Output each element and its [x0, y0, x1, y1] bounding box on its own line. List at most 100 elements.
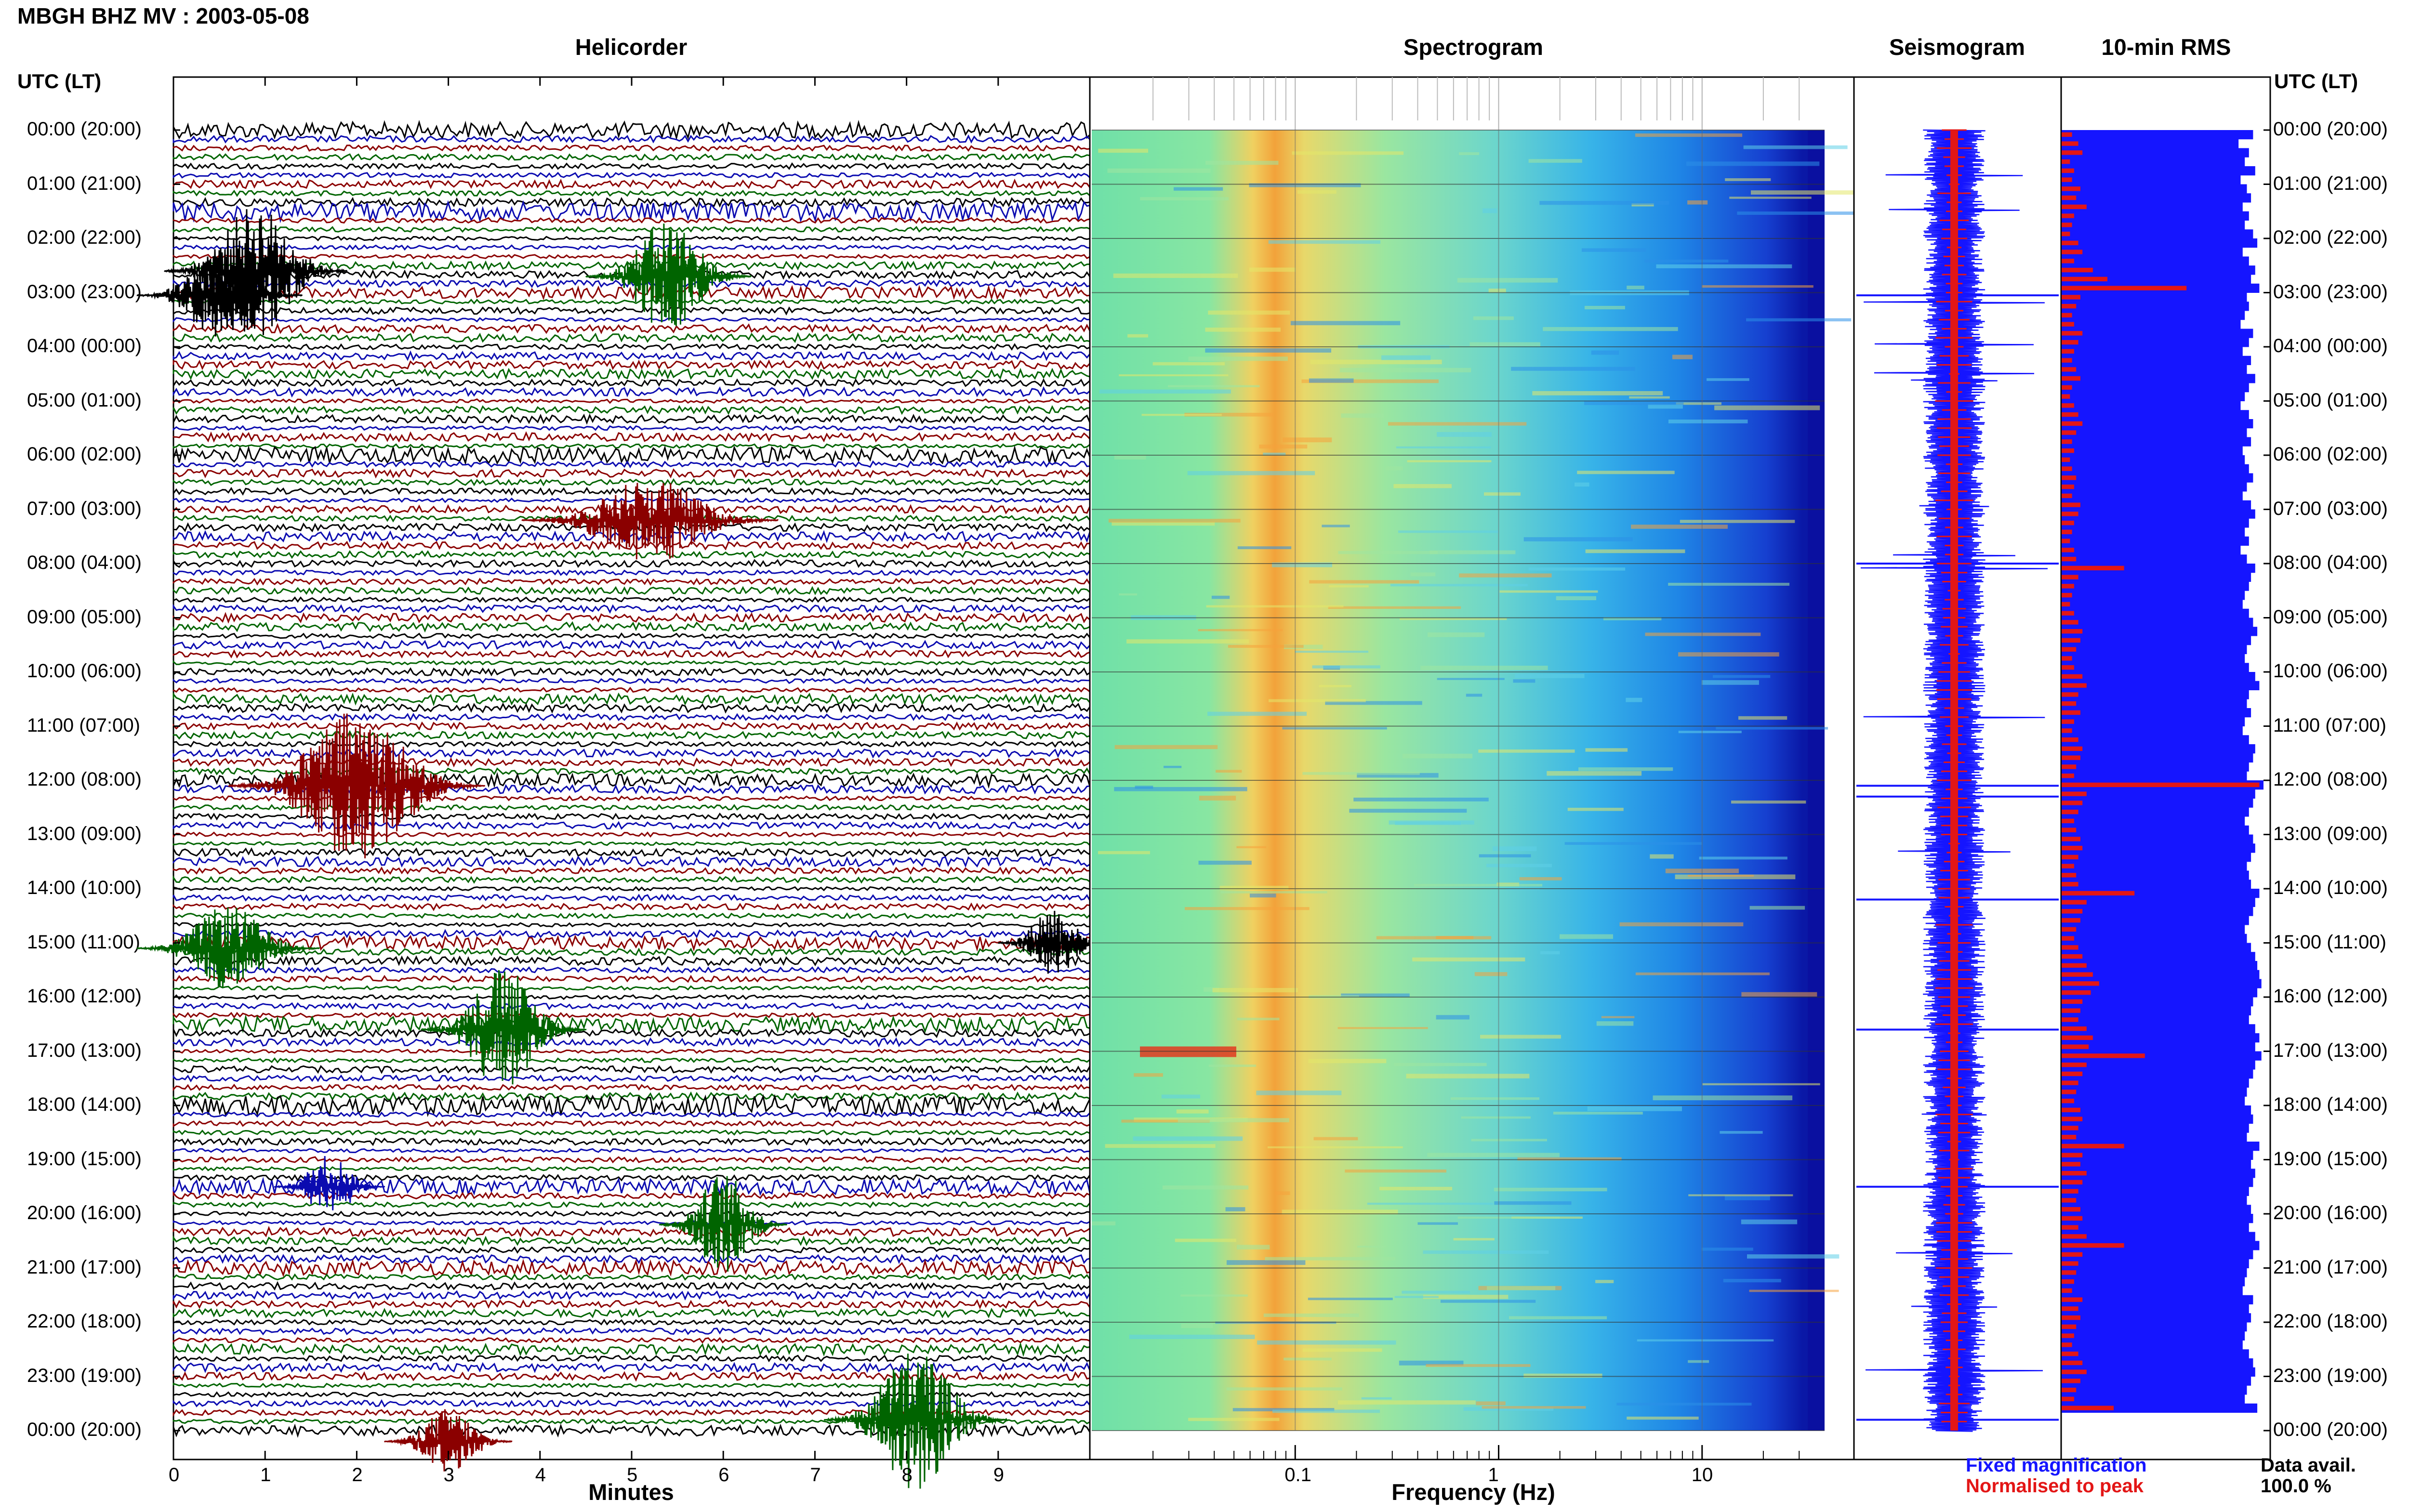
- rms-normalised-bar: [2062, 376, 2080, 381]
- helicorder-trace: [172, 632, 1091, 639]
- spectrogram-streak: [1738, 716, 1787, 720]
- spectrogram-streak: [1686, 161, 1820, 166]
- rms-normalised-bar: [2062, 493, 2072, 499]
- rms-normalised-bar: [2062, 223, 2072, 227]
- helicorder-trace: [172, 712, 1090, 722]
- rms-fixed-bar: [2062, 545, 2241, 555]
- spectrogram-streak: [1265, 1257, 1395, 1261]
- rms-normalised-bar: [2062, 602, 2070, 607]
- rms-normalised-bar: [2062, 891, 2135, 896]
- helicorder-trace: [172, 677, 1090, 684]
- rms-fixed-bar: [2062, 1286, 2243, 1296]
- rms-fixed-bar: [2062, 229, 2253, 239]
- spectrogram-streak: [1237, 1017, 1280, 1021]
- spectrogram-streak: [1626, 697, 1642, 702]
- rms-normalised-bar: [2062, 927, 2077, 932]
- rms-normalised-bar: [2062, 475, 2077, 480]
- spectrogram-streak: [1459, 152, 1480, 156]
- rms-fixed-bar: [2062, 880, 2251, 889]
- plot-title: MBGH BHZ MV : 2003-05-08: [17, 3, 309, 28]
- spectrogram-streak: [1188, 1418, 1280, 1421]
- spectrogram-streak: [1133, 1136, 1243, 1141]
- rms-fixed-bar: [2062, 527, 2245, 537]
- spectrogram-streak: [1644, 259, 1729, 263]
- spectrogram-streak: [1648, 404, 1683, 409]
- spectrogram-streak: [1112, 522, 1215, 526]
- rms-normalised-bar: [2062, 828, 2077, 832]
- rms-normalised-bar: [2062, 466, 2072, 471]
- helicorder-event-6: [136, 907, 320, 987]
- spectrogram-streak: [1309, 378, 1354, 383]
- rms-fixed-bar: [2062, 256, 2249, 266]
- helicorder-trace: [172, 1258, 1090, 1277]
- spectrogram-streak: [1127, 334, 1149, 338]
- spectrogram-streak: [1480, 1035, 1561, 1039]
- time-axis-label-right: UTC (LT): [2274, 70, 2358, 92]
- spectrogram-streak: [1119, 593, 1138, 596]
- rms-normalised-bar: [2062, 340, 2078, 345]
- helicorder-trace: [172, 425, 1090, 431]
- rms-fixed-bar: [2062, 130, 2253, 140]
- spectrogram-streak: [1716, 727, 1828, 730]
- helicorder-event-11: [164, 209, 348, 335]
- helicorder-trace: [172, 1111, 1091, 1118]
- time-label-r-15: 15:00 (11:00): [2273, 931, 2386, 953]
- rms-normalised-bar: [2062, 150, 2083, 155]
- rms-normalised-bar: [2062, 954, 2083, 959]
- spectrogram-streak: [1319, 685, 1351, 687]
- spectrogram-streak: [1353, 797, 1489, 802]
- rms-normalised-bar: [2062, 565, 2124, 571]
- helicorder-trace: [172, 1289, 1091, 1301]
- spectrogram-streak: [1208, 310, 1290, 315]
- helicorder-trace: [172, 1235, 1090, 1247]
- spectrogram-streak: [1515, 674, 1585, 678]
- seismogram-title: Seismogram: [1889, 34, 2025, 60]
- time-label-r-20: 20:00 (16:00): [2273, 1202, 2388, 1223]
- spectrogram-streak: [1325, 701, 1422, 705]
- spectrogram-streak: [1162, 1185, 1249, 1190]
- rms-normalised-bar: [2062, 1234, 2087, 1239]
- helicorder-trace: [172, 955, 1090, 967]
- rms-fixed-bar: [2062, 1232, 2255, 1241]
- rms-normalised-bar: [2062, 710, 2080, 715]
- rms-normalised-bar: [2062, 204, 2087, 210]
- spectrogram-streak: [1473, 316, 1514, 320]
- rms-fixed-bar: [2062, 1096, 2245, 1106]
- spectrogram-streak: [1188, 356, 1288, 361]
- time-label-r-23: 23:00 (19:00): [2273, 1365, 2388, 1386]
- helicorder-trace: [172, 217, 1090, 224]
- rms-normalised-bar: [2062, 1044, 2089, 1049]
- spectrogram-streak: [1499, 590, 1598, 593]
- helicorder-trace: [172, 197, 1090, 208]
- rms-fixed-bar: [2062, 1159, 2251, 1169]
- rms-fixed-bar: [2062, 1150, 2253, 1160]
- rms-normalised-bar: [2062, 1117, 2083, 1121]
- spectrogram-streak: [1283, 437, 1332, 443]
- rms-normalised-bar: [2062, 665, 2074, 670]
- rms-fixed-bar: [2062, 1214, 2253, 1223]
- rms-normalised-bar: [2062, 845, 2083, 851]
- rms-fixed-bar: [2062, 193, 2251, 203]
- rms-fixed-bar: [2062, 410, 2249, 420]
- rms-fixed-bar: [2062, 1042, 2255, 1052]
- rms-normalised-bar: [2062, 548, 2074, 552]
- rms-normalised-bar: [2062, 303, 2077, 309]
- spectrogram-streak: [1746, 318, 1852, 322]
- rms-fixed-bar: [2062, 1105, 2251, 1115]
- rms-fixed-bar: [2062, 762, 2249, 772]
- rms-fixed-bar: [2062, 437, 2251, 447]
- spectrogram-streak: [1466, 694, 1482, 697]
- spectrogram-streak: [1702, 1083, 1820, 1086]
- spectrogram-streak: [1407, 460, 1492, 462]
- rms-fixed-bar: [2062, 618, 2253, 627]
- spectrogram-streak: [1228, 644, 1304, 648]
- spectrogram-streak: [1349, 809, 1467, 813]
- rms-normalised-bar: [2062, 728, 2072, 733]
- rms-fixed-bar: [2062, 690, 2249, 699]
- rms-normalised-bar: [2062, 556, 2077, 562]
- rms-fixed-bar: [2062, 825, 2249, 835]
- spectrogram-streak: [1509, 1316, 1607, 1319]
- rms-fixed-bar: [2062, 482, 2247, 492]
- spectrogram-streak: [1517, 1157, 1622, 1161]
- spectrogram-streak: [1092, 1221, 1116, 1225]
